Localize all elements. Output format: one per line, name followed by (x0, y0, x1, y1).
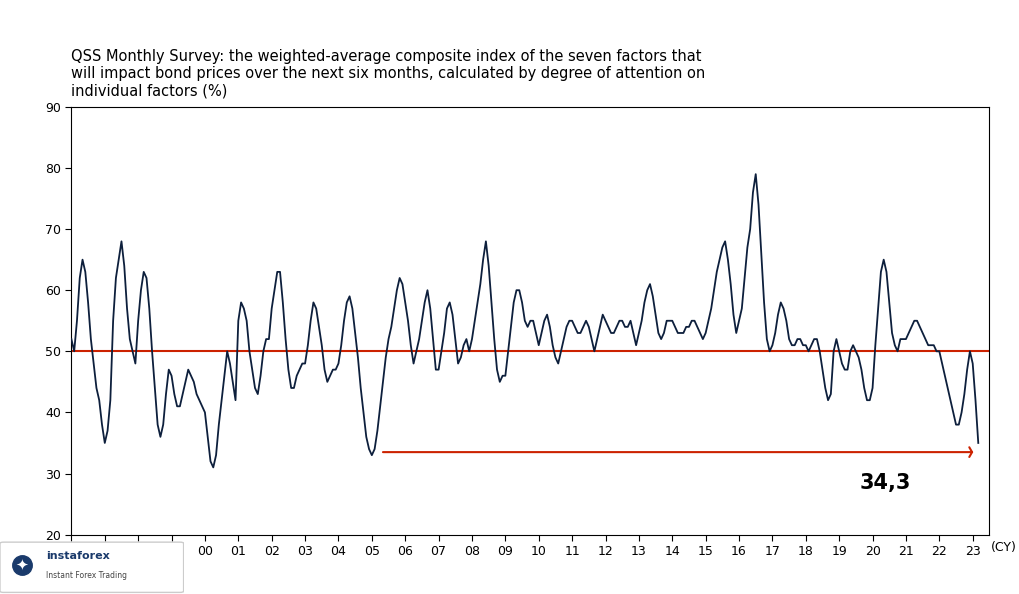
FancyBboxPatch shape (0, 542, 183, 592)
Text: ✦: ✦ (15, 557, 29, 572)
Text: Instant Forex Trading: Instant Forex Trading (46, 571, 126, 580)
Text: QSS Monthly Survey: the weighted-average composite index of the seven factors th: QSS Monthly Survey: the weighted-average… (71, 49, 705, 99)
Text: instaforex: instaforex (46, 551, 110, 561)
Text: (CY): (CY) (990, 541, 1016, 554)
Text: 34,3: 34,3 (858, 473, 910, 493)
